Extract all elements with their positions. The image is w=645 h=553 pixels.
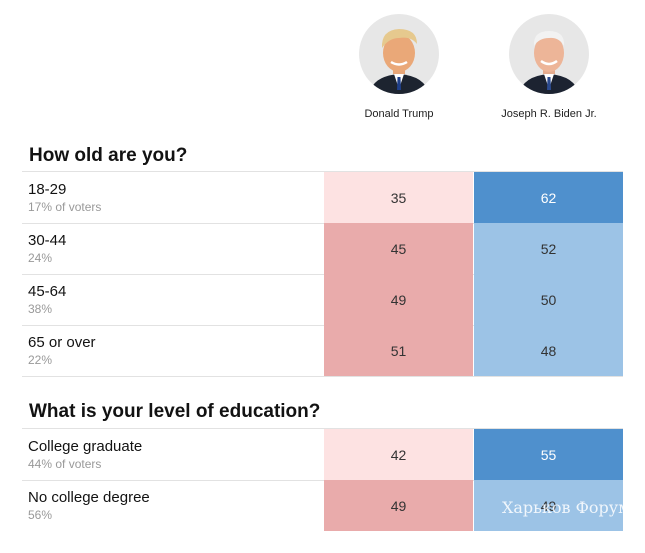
table-row: 30-44 24% 45 52 xyxy=(22,223,623,274)
row-label: 30-44 24% xyxy=(28,232,66,265)
biden-portrait xyxy=(509,14,589,94)
row-title: 30-44 xyxy=(28,232,67,249)
row-label: 65 or over 22% xyxy=(28,334,96,367)
trump-value-cell: 51 xyxy=(324,325,473,376)
section-divider xyxy=(22,171,623,172)
row-label: No college degree 56% xyxy=(28,489,150,522)
row-voter-share: 44% of voters xyxy=(28,457,102,471)
table-row: 65 or over 22% 51 48 xyxy=(22,325,623,376)
candidate-name-biden: Joseph R. Biden Jr. xyxy=(501,108,597,120)
row-title: College graduate xyxy=(28,438,143,455)
candidate-name-trump: Donald Trump xyxy=(364,108,434,120)
row-divider xyxy=(22,480,623,481)
biden-value-cell: 50 xyxy=(474,274,623,325)
row-voter-share: 56% xyxy=(28,508,53,522)
candidate-biden: Joseph R. Biden Jr. xyxy=(484,14,614,120)
table-row: College graduate 44% of voters 42 55 xyxy=(22,429,623,480)
table-row: 45-64 38% 49 50 xyxy=(22,274,623,325)
trump-value-cell: 42 xyxy=(324,429,473,480)
section-divider xyxy=(22,428,623,429)
row-label: College graduate 44% of voters xyxy=(28,438,142,471)
row-title: 18-29 xyxy=(28,181,67,198)
section-title-education: What is your level of education? xyxy=(29,401,321,422)
biden-value-cell: 48 xyxy=(474,325,623,376)
row-title: 45-64 xyxy=(28,283,67,300)
biden-value-cell: 62 xyxy=(474,172,623,223)
row-divider xyxy=(22,376,623,377)
row-label: 45-64 38% xyxy=(28,283,66,316)
watermark: Харьков Форум xyxy=(502,498,631,517)
biden-value-cell: 52 xyxy=(474,223,623,274)
trump-value-cell: 45 xyxy=(324,223,473,274)
row-voter-share: 24% xyxy=(28,251,53,265)
candidate-trump: Donald Trump xyxy=(334,14,464,120)
table-row: 18-29 17% of voters 35 62 xyxy=(22,172,623,223)
row-voter-share: 22% xyxy=(28,353,53,367)
biden-value-cell: 55 xyxy=(474,429,623,480)
trump-portrait xyxy=(359,14,439,94)
row-voter-share: 17% of voters xyxy=(28,200,102,214)
biden-value-cell: 49 xyxy=(474,480,623,531)
trump-value-cell: 49 xyxy=(324,274,473,325)
row-divider xyxy=(22,223,623,224)
row-divider xyxy=(22,274,623,275)
row-voter-share: 38% xyxy=(28,302,53,316)
trump-value-cell: 35 xyxy=(324,172,473,223)
table-row: No college degree 56% 49 49 xyxy=(22,480,623,531)
row-title: No college degree xyxy=(28,489,150,506)
row-divider xyxy=(22,325,623,326)
section-title-age: How old are you? xyxy=(29,145,188,166)
trump-value-cell: 49 xyxy=(324,480,473,531)
row-title: 65 or over xyxy=(28,334,96,351)
row-label: 18-29 17% of voters xyxy=(28,181,101,214)
